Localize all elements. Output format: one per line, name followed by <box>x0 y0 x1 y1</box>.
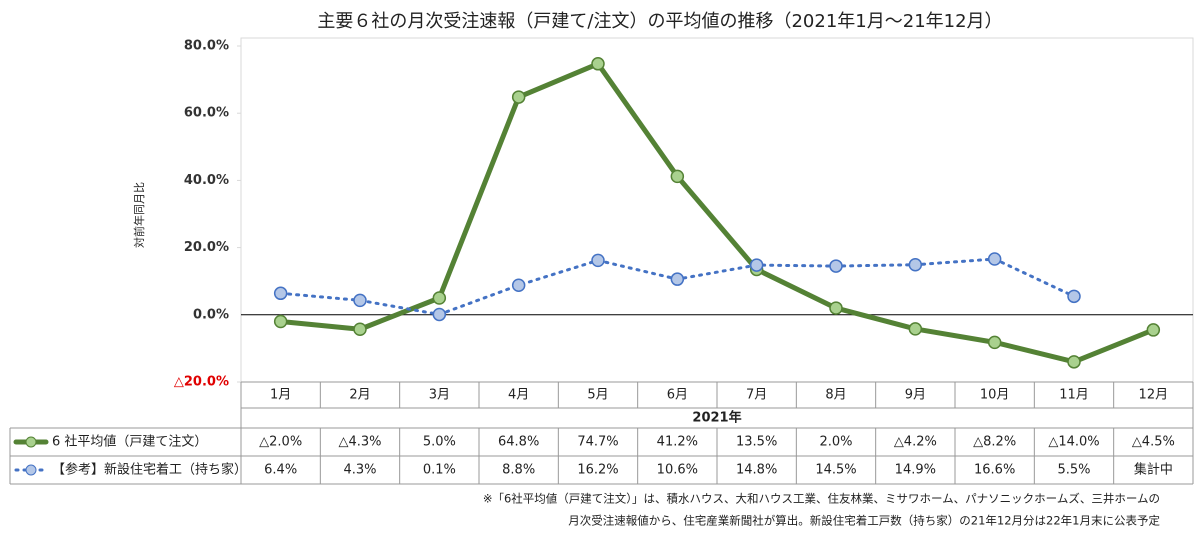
data-label: △4.3% <box>338 435 381 450</box>
data-label: 2.0% <box>819 435 852 450</box>
x-tick-label: 5月 <box>587 388 608 403</box>
x-tick-label: 2月 <box>349 388 370 403</box>
legend-marker <box>25 464 37 476</box>
data-point <box>273 314 288 329</box>
data-label: 0.1% <box>423 463 456 478</box>
x-tick-label: 11月 <box>1059 388 1089 403</box>
data-label: 5.0% <box>423 435 456 450</box>
y-tick-label: 80.0% <box>184 39 229 54</box>
x-tick-label: 1月 <box>270 388 291 403</box>
data-label: 16.6% <box>974 463 1015 478</box>
plot-frame <box>240 37 1194 383</box>
series-line <box>279 257 1076 316</box>
data-point <box>987 252 1002 266</box>
data-label: △4.5% <box>1132 435 1175 450</box>
data-point <box>670 272 685 286</box>
x-tick-label: 7月 <box>746 388 767 403</box>
data-point <box>353 293 367 308</box>
data-point <box>1067 289 1081 304</box>
data-point <box>908 322 923 336</box>
data-label: 6.4% <box>264 463 297 478</box>
y-tick-label: 20.0% <box>184 240 229 255</box>
y-tick-label: 0.0% <box>193 307 229 322</box>
legend-label: 【参考】新設住宅着工（持ち家） <box>52 462 247 478</box>
data-label: 14.5% <box>815 463 856 478</box>
data-label: 74.7% <box>577 435 618 450</box>
data-point <box>829 301 843 315</box>
x-tick-label: 3月 <box>429 388 450 403</box>
legend-marker <box>25 436 37 448</box>
data-label: 8.8% <box>502 463 535 478</box>
y-tick-label: 40.0% <box>184 173 229 188</box>
series-line <box>278 61 1156 365</box>
chart-title: 主要６社の月次受注速報（戸建て/注文）の平均値の推移（2021年1月～21年12… <box>317 11 1002 32</box>
footnote: 月次受注速報値から、住宅産業新聞社が算出。新設住宅着工戸数（持ち家）の21年12… <box>568 514 1160 528</box>
data-label: △4.2% <box>894 435 937 450</box>
data-point <box>511 278 526 292</box>
data-label: 10.6% <box>657 463 698 478</box>
x-axis-label: 2021年 <box>692 410 741 426</box>
data-point <box>432 291 447 305</box>
data-point <box>829 259 843 273</box>
data-label: 16.2% <box>577 463 618 478</box>
data-label: 14.9% <box>895 463 936 478</box>
data-label: △2.0% <box>259 435 302 450</box>
data-point <box>1067 355 1081 369</box>
x-tick-label: 8月 <box>825 388 846 403</box>
data-point <box>591 253 605 268</box>
y-tick-label: 60.0% <box>184 106 229 121</box>
data-point <box>591 57 605 71</box>
data-label: 41.2% <box>657 435 698 450</box>
data-point <box>511 90 526 104</box>
data-label: 13.5% <box>736 435 777 450</box>
data-label: 14.8% <box>736 463 777 478</box>
y-tick-label: △20.0% <box>174 375 229 390</box>
data-point <box>1146 323 1161 337</box>
data-label: △8.2% <box>973 435 1016 450</box>
data-point <box>670 169 685 184</box>
x-tick-label: 6月 <box>667 388 688 403</box>
data-label: △14.0% <box>1048 435 1099 450</box>
data-label: 集計中 <box>1134 462 1173 478</box>
legend-label: 6 社平均値（戸建て注文） <box>52 434 207 450</box>
data-label: 64.8% <box>498 435 539 450</box>
data-point <box>432 307 447 322</box>
footnote: ※「6社平均値（戸建て注文）」は、積水ハウス、大和ハウス工業、住友林業、ミサワホ… <box>483 492 1160 506</box>
x-tick-label: 10月 <box>980 388 1010 403</box>
data-label: 4.3% <box>343 463 376 478</box>
y-axis-label: 対前年同月比 <box>132 182 146 248</box>
x-tick-label: 4月 <box>508 388 529 403</box>
data-point <box>353 322 367 336</box>
data-point <box>987 335 1002 350</box>
data-label: 5.5% <box>1057 463 1090 478</box>
x-tick-label: 12月 <box>1139 388 1169 403</box>
data-point <box>908 257 923 272</box>
data-point <box>273 286 288 301</box>
data-point <box>749 258 764 272</box>
x-tick-label: 9月 <box>905 388 926 403</box>
